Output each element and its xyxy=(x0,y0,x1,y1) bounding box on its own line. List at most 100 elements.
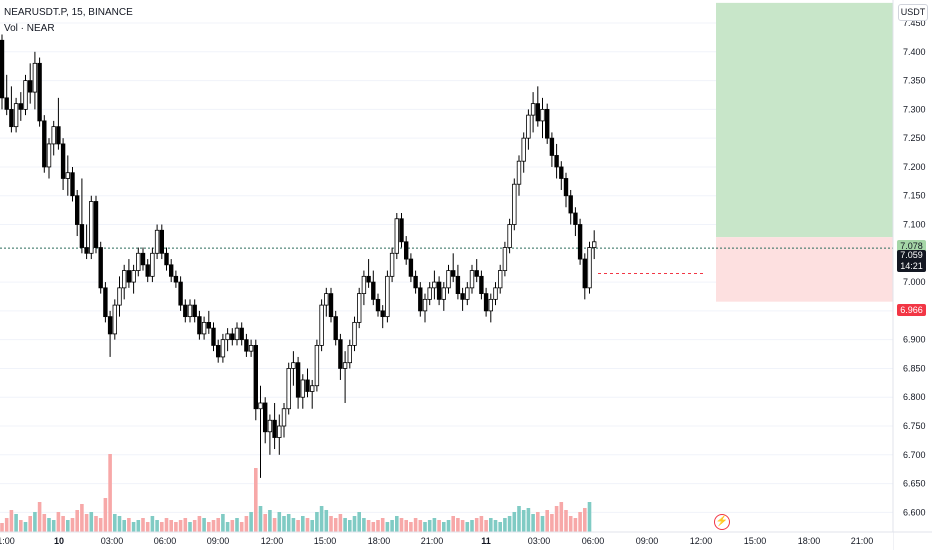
volume-bar xyxy=(432,518,437,532)
price-tick-label: 6.850 xyxy=(903,363,926,373)
candle-body xyxy=(0,39,5,99)
candle-body xyxy=(178,281,183,306)
candle-body xyxy=(380,310,385,318)
candle-body xyxy=(262,402,268,433)
volume-bar xyxy=(507,516,512,532)
volume-bar xyxy=(14,514,18,532)
flash-icon[interactable]: ⚡ xyxy=(714,514,730,530)
loss-zone[interactable] xyxy=(716,237,893,302)
volume-bar xyxy=(150,516,155,532)
volume-bar xyxy=(545,510,549,532)
volume-indicator-title[interactable]: Vol · NEAR xyxy=(4,23,55,34)
currency-button[interactable]: USDT xyxy=(898,4,928,21)
candle-body xyxy=(4,97,9,110)
profit-zone[interactable] xyxy=(716,2,893,238)
volume-bar xyxy=(277,512,282,532)
volume-bar xyxy=(446,520,451,532)
candle-body xyxy=(46,143,52,168)
price-axis[interactable] xyxy=(893,0,932,550)
volume-bar xyxy=(493,520,498,532)
candle-body xyxy=(446,270,451,289)
candle-body xyxy=(258,402,263,410)
candle-body xyxy=(577,224,583,260)
volume-bar xyxy=(305,518,310,532)
candle-body xyxy=(413,275,418,289)
volume-bar xyxy=(460,520,465,532)
volume-bar xyxy=(521,510,526,532)
candle-body xyxy=(107,316,113,335)
candle-body xyxy=(225,333,230,341)
volume-bar xyxy=(526,508,531,532)
time-axis[interactable] xyxy=(0,532,893,550)
candle-body xyxy=(371,281,376,300)
candle-body xyxy=(573,212,578,225)
candle-body xyxy=(18,103,23,110)
volume-bar xyxy=(390,520,394,532)
volume-bar xyxy=(192,520,197,532)
volume-bar xyxy=(84,514,89,532)
candle-body xyxy=(587,247,592,289)
candle-body xyxy=(530,103,536,116)
volume-bar xyxy=(512,512,517,532)
candle-body xyxy=(540,108,545,122)
candle-body xyxy=(559,166,564,179)
candle-body xyxy=(582,258,587,289)
volume-bar xyxy=(564,510,568,532)
time-tick-label: 21:00 xyxy=(421,536,444,546)
volume-bar xyxy=(362,518,366,532)
volume-bar xyxy=(66,520,70,532)
volume-bar xyxy=(211,520,216,532)
stop-price-tag: 6.966 xyxy=(897,304,926,316)
time-tick-label: 18:00 xyxy=(798,536,821,546)
candle-body xyxy=(314,345,320,387)
volume-bar xyxy=(272,518,277,532)
candle-body xyxy=(65,172,70,179)
price-tick-label: 7.450 xyxy=(903,18,926,28)
price-tick-label: 6.750 xyxy=(903,421,926,431)
volume-bar xyxy=(0,523,4,532)
candle-body xyxy=(9,108,14,128)
candle-body xyxy=(441,287,446,300)
candle-body xyxy=(173,275,179,283)
volume-bar xyxy=(94,516,98,532)
volume-bar xyxy=(423,522,427,532)
candle-body xyxy=(422,298,428,312)
candle-body xyxy=(305,379,310,392)
price-tick-label: 7.100 xyxy=(903,220,926,230)
volume-bar xyxy=(122,520,126,532)
price-tick-label: 7.150 xyxy=(903,191,926,201)
volume-bar xyxy=(249,512,253,532)
candle-body xyxy=(32,62,38,93)
candle-body xyxy=(366,275,371,283)
candle-body xyxy=(154,229,160,254)
candle-body xyxy=(126,270,132,283)
candle-body xyxy=(403,241,409,260)
candle-body xyxy=(469,270,475,289)
price-tick-label: 7.200 xyxy=(903,162,926,172)
volume-bar xyxy=(28,516,32,532)
volume-bar xyxy=(42,514,47,532)
volume-bar xyxy=(61,516,65,532)
volume-bar xyxy=(573,518,578,532)
candle-body xyxy=(215,345,221,358)
candle-body xyxy=(79,224,85,248)
candle-body xyxy=(145,264,150,277)
price-tick-label: 6.900 xyxy=(903,335,926,345)
price-tick-label: 7.250 xyxy=(903,133,926,143)
volume-bar xyxy=(19,520,23,532)
candle-body xyxy=(93,201,99,248)
candle-body xyxy=(497,270,503,289)
candle-body xyxy=(267,419,273,433)
candle-body xyxy=(89,201,94,254)
candle-body xyxy=(347,345,352,364)
volume-bar xyxy=(465,522,470,532)
candle-body xyxy=(338,339,343,369)
chart-legend: NEARUSDT.P, 15, BINANCE Vol · NEAR xyxy=(4,5,133,37)
symbol-title[interactable]: NEARUSDT.P, 15, BINANCE xyxy=(4,7,133,18)
candle-body xyxy=(479,275,484,295)
volume-bar xyxy=(145,522,150,532)
candle-body xyxy=(535,103,540,122)
volume-bar xyxy=(9,510,14,532)
